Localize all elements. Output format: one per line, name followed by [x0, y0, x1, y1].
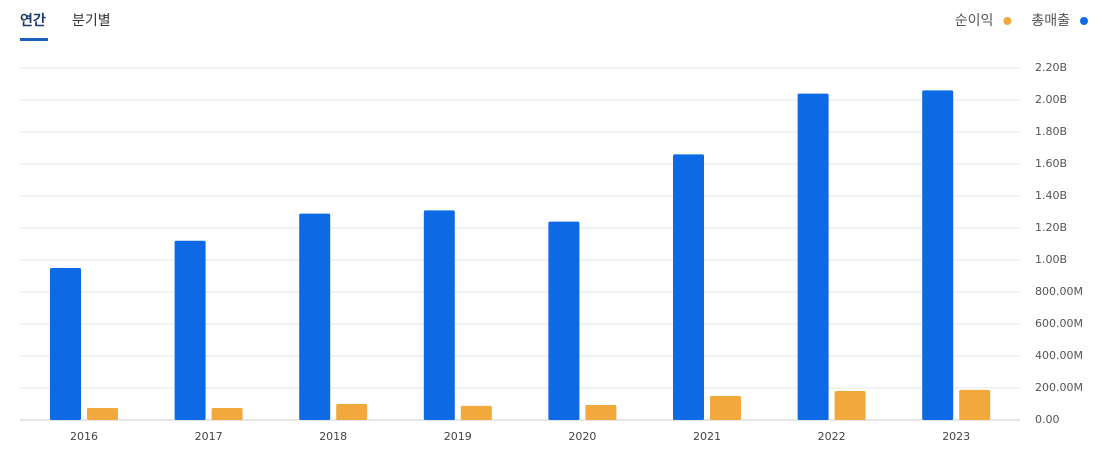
bar [460, 405, 492, 420]
bar [174, 240, 206, 420]
bar [834, 391, 866, 420]
bar [211, 408, 243, 420]
x-tick-label: 2017 [195, 430, 223, 443]
bar [423, 210, 455, 420]
y-tick-label: 200.00M [1035, 381, 1083, 394]
y-tick-label: 600.00M [1035, 317, 1083, 330]
bar [50, 268, 81, 420]
legend-marker [1080, 17, 1088, 25]
x-tick-label: 2021 [693, 430, 721, 443]
x-tick-label: 2023 [942, 430, 970, 443]
legend-label: 총매출 [1031, 13, 1070, 29]
y-tick-label: 2.20B [1035, 61, 1067, 74]
x-tick-label: 2022 [818, 430, 846, 443]
x-tick-label: 2019 [444, 430, 472, 443]
y-tick-label: 400.00M [1035, 349, 1083, 362]
y-tick-label: 1.20B [1035, 221, 1067, 234]
bar [797, 93, 829, 420]
bar [959, 389, 991, 420]
y-tick-label: 1.00B [1035, 253, 1067, 266]
y-tick-label: 0.00 [1035, 413, 1060, 426]
x-tick-label: 2020 [568, 430, 596, 443]
y-tick-label: 2.00B [1035, 93, 1067, 106]
bar [299, 213, 331, 420]
y-tick-label: 1.60B [1035, 157, 1067, 170]
x-tick-label: 2018 [319, 430, 347, 443]
tab[interactable]: 연간 [20, 12, 46, 29]
legend-marker [1003, 17, 1012, 25]
bar [548, 221, 580, 420]
bar [336, 404, 368, 420]
y-tick-label: 1.40B [1035, 189, 1067, 202]
bar [673, 154, 704, 420]
tab[interactable]: 분기별 [72, 13, 111, 29]
bar [87, 408, 118, 420]
bar [922, 90, 954, 421]
bar [710, 396, 741, 420]
x-tick-label: 2016 [70, 430, 98, 443]
legend-label: 순이익 [955, 13, 994, 29]
tab-underline [20, 38, 48, 41]
y-tick-label: 800.00M [1035, 285, 1083, 298]
y-tick-label: 1.80B [1035, 125, 1067, 138]
bar [585, 404, 617, 420]
